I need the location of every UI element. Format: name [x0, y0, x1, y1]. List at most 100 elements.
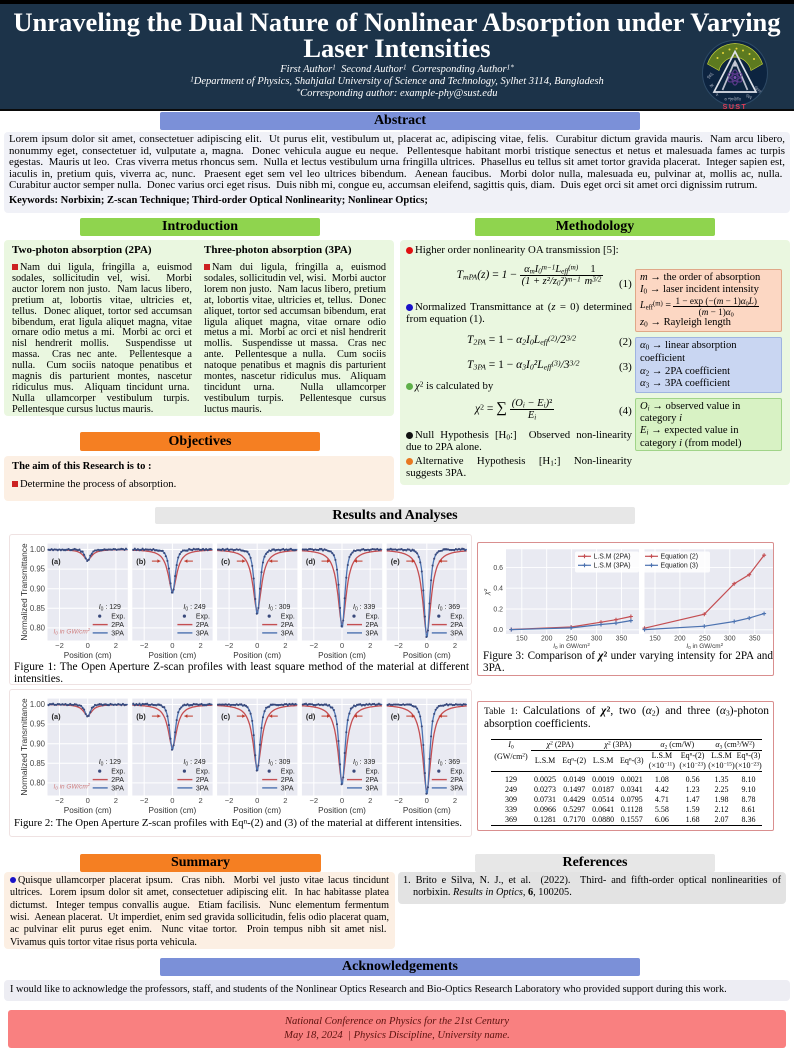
svg-text:0: 0	[340, 641, 344, 650]
svg-text:350: 350	[749, 636, 761, 643]
svg-text:ন: ন	[714, 92, 719, 98]
svg-text:Exp.: Exp.	[111, 614, 125, 621]
svg-text:250: 250	[699, 636, 711, 643]
svg-text:Position (cm): Position (cm)	[403, 806, 451, 815]
svg-text:I0 : 129: I0 : 129	[99, 604, 121, 613]
svg-text:2: 2	[368, 796, 372, 805]
svg-text:I0 : 339: I0 : 339	[353, 604, 375, 613]
svg-text:2PA: 2PA	[450, 622, 463, 629]
svg-text:350: 350	[616, 636, 628, 643]
svg-text:I0 : 309: I0 : 309	[268, 759, 290, 768]
svg-text:0.2: 0.2	[493, 606, 503, 613]
svg-text:300: 300	[724, 636, 736, 643]
svg-text:200: 200	[674, 636, 686, 643]
svg-text:0.80: 0.80	[30, 779, 46, 788]
svg-text:Equation (2): Equation (2)	[661, 554, 699, 561]
svg-text:2: 2	[453, 796, 457, 805]
svg-text:(b): (b)	[136, 557, 146, 566]
svg-text:2: 2	[368, 641, 372, 650]
svg-text:বিত্: বিত্	[706, 71, 715, 81]
svg-text:0: 0	[86, 796, 90, 805]
svg-text:(d): (d)	[306, 557, 316, 566]
svg-text:2: 2	[453, 641, 457, 650]
svg-text:(e): (e)	[391, 712, 401, 721]
svg-text:150: 150	[516, 636, 528, 643]
svg-text:(c): (c)	[221, 557, 231, 566]
svg-text:0.0: 0.0	[493, 627, 503, 634]
svg-text:0.95: 0.95	[30, 565, 46, 574]
svg-text:I0 in GW/cm2: I0 in GW/cm2	[54, 627, 91, 636]
svg-text:0: 0	[170, 641, 174, 650]
svg-text:I0 in GW/cm2: I0 in GW/cm2	[686, 642, 723, 649]
svg-text:Position (cm): Position (cm)	[64, 651, 112, 660]
svg-text:Exp.: Exp.	[366, 614, 380, 621]
svg-text:−2: −2	[55, 641, 64, 650]
svg-text:3PA: 3PA	[281, 785, 294, 792]
svg-text:2PA: 2PA	[366, 777, 379, 784]
svg-text:Position (cm): Position (cm)	[318, 806, 366, 815]
svg-text:3PA: 3PA	[366, 630, 379, 637]
svg-text:2: 2	[198, 641, 202, 650]
svg-text:I0 : 309: I0 : 309	[268, 604, 290, 613]
svg-text:3PA: 3PA	[450, 785, 463, 792]
svg-text:−2: −2	[225, 796, 234, 805]
svg-text:Position (cm): Position (cm)	[403, 651, 451, 660]
svg-text:L.S.M (3PA): L.S.M (3PA)	[594, 563, 631, 570]
svg-text:I0 : 129: I0 : 129	[99, 759, 121, 768]
svg-text:বিঘ্ব: বিঘ্ব	[745, 93, 753, 100]
svg-text:−2: −2	[309, 796, 318, 805]
svg-text:0.85: 0.85	[30, 604, 46, 613]
svg-text:3PA: 3PA	[450, 630, 463, 637]
svg-text:−2: −2	[55, 796, 64, 805]
svg-text:(b): (b)	[136, 712, 146, 721]
svg-text:I0 : 369: I0 : 369	[438, 604, 460, 613]
svg-text:Exp.: Exp.	[196, 614, 210, 621]
svg-text:(a): (a)	[52, 557, 62, 566]
svg-text:(e): (e)	[391, 557, 401, 566]
svg-text:I0 : 339: I0 : 339	[353, 759, 375, 768]
svg-text:300: 300	[591, 636, 603, 643]
svg-text:−2: −2	[309, 641, 318, 650]
svg-text:L.S.M (2PA): L.S.M (2PA)	[594, 554, 631, 561]
svg-text:Normalized Transmittance: Normalized Transmittance	[19, 698, 29, 796]
svg-text:SUST: SUST	[723, 104, 748, 110]
svg-text:3PA: 3PA	[196, 630, 209, 637]
svg-text:0.85: 0.85	[30, 759, 46, 768]
svg-text:2: 2	[114, 796, 118, 805]
svg-text:0: 0	[255, 796, 259, 805]
svg-text:Exp.: Exp.	[281, 769, 295, 776]
svg-text:0.95: 0.95	[30, 720, 46, 729]
svg-text:I0 : 249: I0 : 249	[183, 759, 205, 768]
svg-text:Exp.: Exp.	[196, 769, 210, 776]
svg-text:−2: −2	[394, 641, 403, 650]
svg-text:(d): (d)	[306, 712, 316, 721]
svg-text:3PA: 3PA	[196, 785, 209, 792]
svg-text:I0 in GW/cm2: I0 in GW/cm2	[54, 782, 91, 791]
svg-text:(a): (a)	[52, 712, 62, 721]
svg-text:Equation (3): Equation (3)	[661, 563, 699, 570]
svg-text:2: 2	[283, 641, 287, 650]
svg-text:(c): (c)	[221, 712, 231, 721]
svg-text:250: 250	[566, 636, 578, 643]
svg-text:Exp.: Exp.	[281, 614, 295, 621]
svg-text:0.90: 0.90	[30, 584, 46, 593]
svg-text:2PA: 2PA	[196, 622, 209, 629]
svg-text:Exp.: Exp.	[450, 769, 464, 776]
svg-text:Position (cm): Position (cm)	[149, 806, 197, 815]
svg-text:বিদ্যা: বিদ্যা	[752, 85, 763, 95]
svg-text:Position (cm): Position (cm)	[233, 806, 281, 815]
svg-text:0: 0	[86, 641, 90, 650]
svg-text:Exp.: Exp.	[366, 769, 380, 776]
svg-text:Exp.: Exp.	[450, 614, 464, 621]
svg-text:−2: −2	[140, 641, 149, 650]
svg-text:3PA: 3PA	[111, 785, 124, 792]
svg-text:I0 in GW/cm2: I0 in GW/cm2	[553, 642, 590, 649]
svg-text:Normalized Transmittance: Normalized Transmittance	[19, 543, 29, 641]
svg-text:Position (cm): Position (cm)	[318, 651, 366, 660]
svg-text:χ²: χ²	[484, 588, 491, 596]
svg-text:0: 0	[255, 641, 259, 650]
svg-text:0.4: 0.4	[493, 586, 503, 593]
svg-text:1.00: 1.00	[30, 545, 46, 554]
svg-text:2: 2	[283, 796, 287, 805]
svg-text:2PA: 2PA	[366, 622, 379, 629]
